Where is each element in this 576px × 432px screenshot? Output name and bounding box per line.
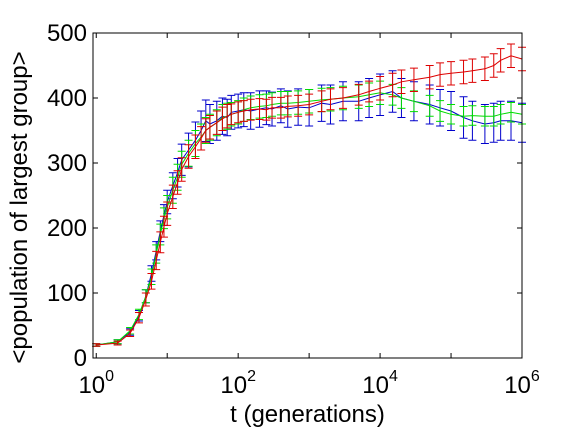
- series-line: [96, 92, 523, 346]
- error-bar: [447, 61, 456, 86]
- x-axis: 100 102 104 106: [78, 33, 540, 399]
- error-bar: [205, 115, 214, 140]
- error-bar: [305, 93, 314, 116]
- error-bar: [436, 62, 445, 87]
- error-bar: [480, 105, 489, 127]
- error-bar: [496, 104, 505, 125]
- error-bar: [92, 343, 101, 347]
- series-layer: [92, 43, 526, 347]
- error-bar: [184, 144, 193, 169]
- error-bar: [425, 65, 434, 90]
- error-bar: [459, 105, 468, 127]
- x-tick-label: 106: [504, 368, 540, 399]
- error-bar: [262, 98, 271, 121]
- error-bar: [365, 80, 374, 103]
- x-tick-label: 102: [220, 368, 256, 399]
- error-bar: [212, 110, 221, 135]
- x-tick-label: 104: [362, 368, 398, 399]
- error-bar: [234, 101, 243, 124]
- x-tick-base: 10: [220, 372, 247, 399]
- x-tick-base: 10: [78, 372, 105, 399]
- error-bar: [496, 48, 505, 73]
- error-bar: [409, 90, 418, 113]
- error-bar: [255, 98, 264, 120]
- error-bar: [388, 72, 397, 98]
- error-bar: [489, 105, 498, 127]
- error-bar: [159, 215, 168, 238]
- error-bar: [163, 201, 172, 226]
- error-bar: [156, 231, 165, 254]
- series-line: [96, 90, 523, 346]
- error-bar: [113, 340, 122, 346]
- error-bar: [201, 118, 210, 143]
- error-bar: [326, 88, 335, 111]
- error-bar: [376, 76, 385, 101]
- error-bar: [152, 250, 161, 271]
- y-tick-label: 500: [47, 20, 87, 47]
- error-bar: [177, 157, 186, 182]
- error-bar: [468, 58, 477, 83]
- error-bar: [239, 100, 248, 122]
- x-tick-label: 100: [78, 368, 114, 399]
- x-tick-base: 10: [362, 372, 389, 399]
- error-bar: [276, 96, 285, 119]
- error-bar: [227, 103, 236, 126]
- error-bar: [489, 53, 498, 78]
- error-bar: [218, 106, 227, 131]
- error-bar: [173, 170, 182, 195]
- error-bar: [141, 292, 150, 307]
- error-bar: [447, 104, 456, 125]
- error-bar: [126, 329, 135, 338]
- error-bar: [268, 96, 277, 119]
- error-bar: [436, 100, 445, 122]
- error-bar: [283, 95, 292, 118]
- error-bar: [468, 105, 477, 126]
- y-tick-label: 300: [47, 150, 87, 177]
- error-bar: [459, 59, 468, 85]
- error-bar: [147, 273, 156, 290]
- x-tick-exponent: 0: [105, 368, 114, 385]
- error-bar: [354, 83, 363, 106]
- y-tick-label: 100: [47, 280, 87, 307]
- error-bar: [507, 43, 516, 68]
- y-tick-label: 0: [74, 345, 87, 372]
- x-tick-base: 10: [504, 372, 531, 399]
- y-tick-label: 400: [47, 85, 87, 112]
- y-axis-label: <population of largest group>: [6, 51, 33, 363]
- error-bar: [168, 184, 177, 209]
- error-bar: [397, 69, 406, 94]
- x-tick-exponent: 4: [389, 368, 398, 385]
- y-tick-label: 200: [47, 215, 87, 242]
- error-bar: [134, 312, 143, 324]
- error-bar: [338, 87, 347, 109]
- error-bar: [191, 134, 200, 159]
- x-tick-exponent: 2: [247, 368, 256, 385]
- error-bar: [246, 98, 255, 121]
- error-bar: [409, 67, 418, 92]
- y-axis: 0 100 200 300 400 500: [47, 20, 522, 372]
- series-2: [92, 43, 526, 347]
- x-axis-label: t (generations): [230, 401, 385, 428]
- error-bar: [480, 56, 489, 81]
- plot-frame: [92, 32, 523, 359]
- error-bar: [317, 90, 326, 113]
- error-bar: [425, 94, 434, 117]
- error-bar: [197, 126, 206, 151]
- error-bar: [223, 104, 232, 129]
- error-bar: [294, 94, 303, 117]
- error-bar: [507, 102, 516, 123]
- x-tick-exponent: 6: [531, 368, 540, 385]
